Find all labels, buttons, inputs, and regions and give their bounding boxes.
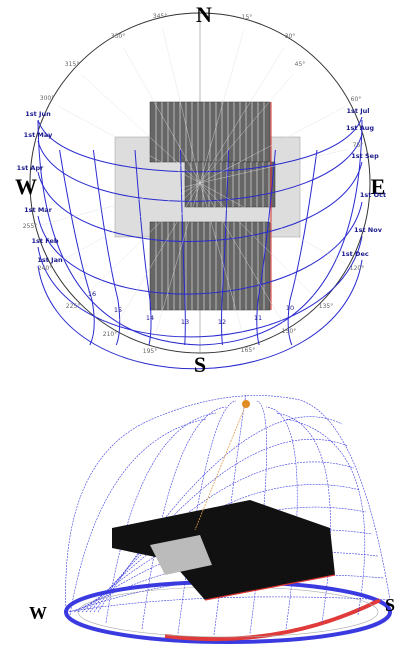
degree-label: 345°: [153, 13, 167, 20]
degree-label: 195°: [143, 348, 157, 355]
page: N S W E 15°30°45°60°75°120°135°150°165°1…: [0, 0, 400, 658]
degree-label: 75°: [353, 142, 364, 149]
degree-label: 135°: [319, 303, 333, 310]
hour-label: 10: [286, 304, 294, 312]
degree-label: 120°: [350, 265, 364, 272]
degree-label: 300°: [40, 95, 54, 102]
month-label: 1st Jul: [346, 107, 369, 115]
degree-label: 225°: [66, 303, 80, 310]
hour-label: 13: [181, 318, 189, 326]
south-label-3d: S: [385, 595, 395, 615]
hour-label: 16: [88, 290, 96, 298]
month-label: 1st Oct: [360, 191, 386, 199]
degree-label: 150°: [282, 328, 296, 335]
month-label: 1st Dec: [341, 250, 369, 258]
degree-label: 30°: [285, 33, 296, 40]
west-label-3d: W: [29, 603, 47, 623]
hour-label: 14: [146, 314, 154, 322]
south-label: S: [194, 352, 206, 377]
degree-label: 15°: [242, 14, 253, 21]
degree-label: 240°: [38, 265, 52, 272]
degree-label: 315°: [65, 61, 79, 68]
dome-arc: [66, 597, 390, 612]
degree-label: 165°: [241, 347, 255, 354]
degree-label: 330°: [111, 33, 125, 40]
month-label: 1st May: [24, 131, 53, 139]
sun-path-plan: N S W E 15°30°45°60°75°120°135°150°165°1…: [15, 2, 386, 377]
month-label: 1st Sep: [351, 152, 379, 160]
degree-label: 255°: [23, 223, 37, 230]
month-label: 1st Aug: [346, 124, 374, 132]
month-label: 1st Jun: [25, 110, 51, 118]
hour-label: 15: [114, 306, 122, 314]
month-label: 1st Feb: [32, 237, 59, 245]
north-label: N: [196, 2, 212, 27]
degree-label: 210°: [103, 331, 117, 338]
hour-label: 12: [218, 318, 226, 326]
west-label: W: [15, 174, 37, 199]
degree-label: 60°: [351, 96, 362, 103]
sun-path-3d: W S: [29, 395, 395, 642]
hour-label: 11: [254, 314, 262, 322]
hour-curve: [60, 150, 95, 345]
month-label: 1st Nov: [354, 226, 383, 234]
month-label: 1st Apr: [17, 164, 44, 172]
month-label: 1st Mar: [24, 206, 53, 214]
month-label: 1st Jan: [37, 256, 63, 264]
degree-label: 45°: [295, 61, 306, 68]
